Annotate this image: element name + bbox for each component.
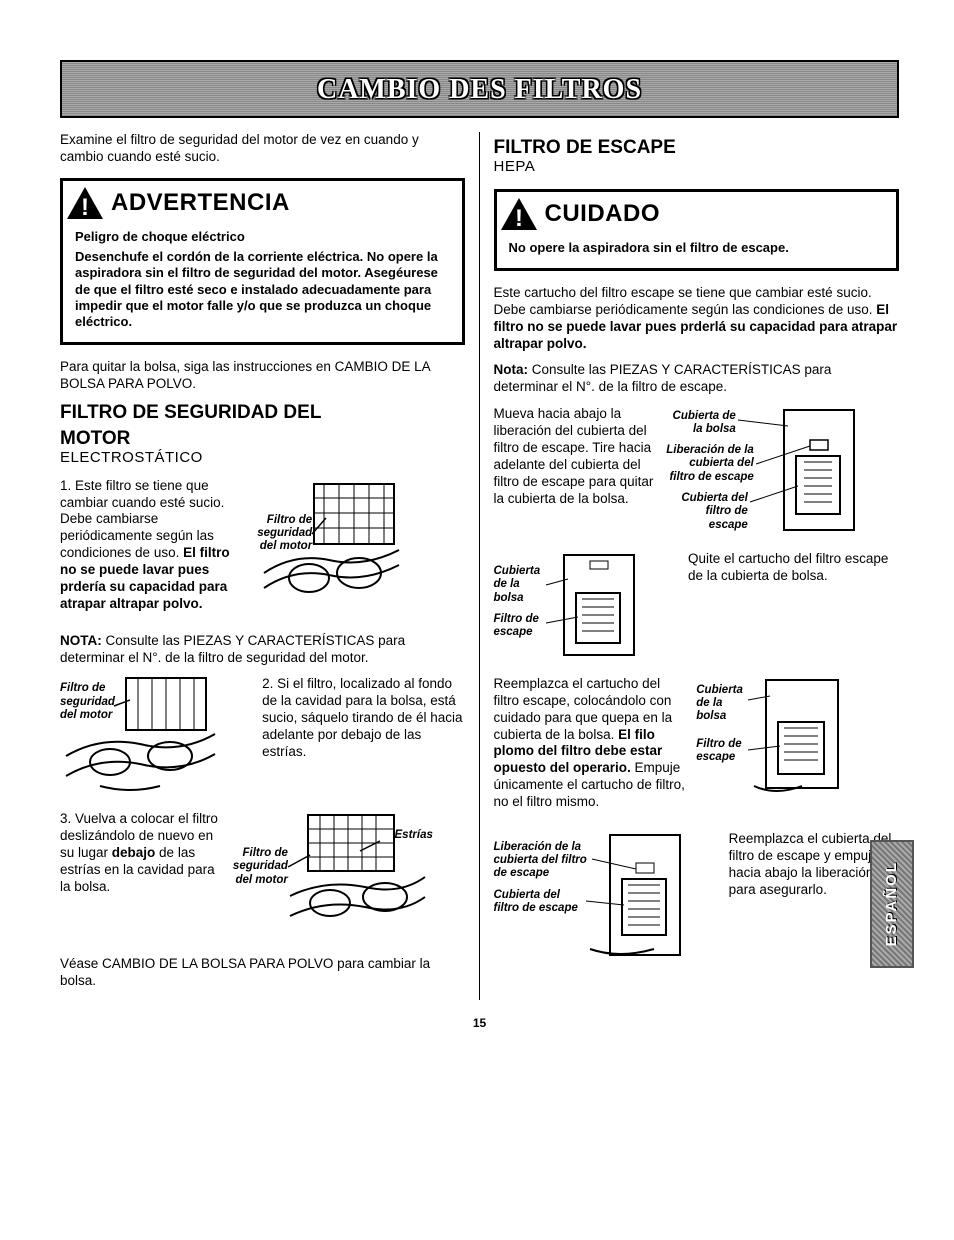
svg-text:!: ! <box>515 205 523 232</box>
left-step1: 1. Este filtro se tiene que cambiar cuan… <box>60 478 246 613</box>
r-fig1-c1: Cubierta de la bolsa <box>664 410 736 436</box>
advertencia-title: ADVERTENCIA <box>111 188 290 218</box>
page-banner: CAMBIO DES FILTROS <box>60 60 899 118</box>
r-fig3-c1: Cubierta de la bolsa <box>696 684 746 724</box>
right-row2: Cubierta de la bolsa Filtro de escape Qu… <box>494 551 900 666</box>
right-h3: HEPA <box>494 158 900 177</box>
left-step3: 3. Vuelva a colocar el filtro deslizándo… <box>60 811 222 895</box>
r-fig1-c2: Liberación de la cubierta del filtro de … <box>664 444 754 484</box>
left-step2-row: Filtro de seguridad del motor 2. Si el f… <box>60 676 465 801</box>
left-h3: ELECTROSTÁTICO <box>60 449 465 468</box>
cuidado-title: CUIDADO <box>545 199 661 229</box>
language-tab-label: ESPAÑOL <box>883 861 902 946</box>
fig1-label: Filtro de seguridad del motor <box>252 514 312 554</box>
right-p4: Reemplazca el cartucho del filtro escape… <box>494 676 689 811</box>
left-footer: Véase CAMBIO DE LA BOLSA PARA POLVO para… <box>60 956 465 990</box>
right-p1: Este cartucho del filtro escape se tiene… <box>494 285 900 353</box>
left-step2: 2. Si el filtro, localizado al fondo de … <box>262 676 464 760</box>
fig3-label1: Filtro de seguridad del motor <box>230 847 288 887</box>
right-row1: Mueva hacia abajo la liberación del cubi… <box>494 406 900 541</box>
left-column: Examine el filtro de seguridad del motor… <box>60 132 480 1000</box>
advertencia-subtitle: Peligro de choque eléctrico <box>75 229 452 245</box>
svg-text:!: ! <box>81 194 89 221</box>
language-tab: ESPAÑOL <box>870 840 914 968</box>
r-fig2-c1: Cubierta de la bolsa <box>494 565 544 605</box>
advertencia-body: Desenchufe el cordón de la corriente elé… <box>75 249 452 330</box>
r-fig4-c2: Cubierta del filtro de escape <box>494 889 584 915</box>
r-fig2-c2: Filtro de escape <box>494 613 544 639</box>
right-row3: Reemplazca el cartucho del filtro escape… <box>494 676 900 821</box>
cuidado-box: ! CUIDADO No opere la aspiradora sin el … <box>494 189 900 271</box>
fig2-label: Filtro de seguridad del motor <box>60 682 116 722</box>
left-intro: Examine el filtro de seguridad del motor… <box>60 132 465 166</box>
page-number: 15 <box>60 1016 899 1031</box>
right-row4: Liberación de la cubierta del filtro de … <box>494 831 900 966</box>
r-fig3-c2: Filtro de escape <box>696 738 746 764</box>
warning-triangle-icon: ! <box>65 185 105 221</box>
right-nota: Nota: Consulte las PIEZAS Y CARACTERÍSTI… <box>494 362 900 396</box>
fig3-label2: Estrías <box>395 829 441 842</box>
left-after-warn: Para quitar la bolsa, siga las instrucci… <box>60 359 465 393</box>
right-p2: Mueva hacia abajo la liberación del cubi… <box>494 406 656 507</box>
r-fig1-c3: Cubierta del filtro de escape <box>664 492 748 532</box>
left-nota: NOTA: Consulte las PIEZAS Y CARACTERÍSTI… <box>60 633 465 667</box>
right-column: FILTRO DE ESCAPE HEPA ! CUIDADO No opere… <box>480 132 900 1000</box>
right-h2: FILTRO DE ESCAPE <box>494 138 900 158</box>
advertencia-box: ! ADVERTENCIA Peligro de choque eléctric… <box>60 178 465 346</box>
right-p3: Quite el cartucho del filtro escape de l… <box>688 551 899 585</box>
cuidado-body: No opere la aspiradora sin el filtro de … <box>509 240 887 256</box>
r-fig4-c1: Liberación de la cubierta del filtro de … <box>494 841 590 881</box>
left-step3-row: 3. Vuelva a colocar el filtro deslizándo… <box>60 811 465 946</box>
left-h2-line2: MOTOR <box>60 429 465 449</box>
caution-triangle-icon: ! <box>499 196 539 232</box>
two-column-layout: Examine el filtro de seguridad del motor… <box>60 132 899 1000</box>
left-h2-line1: FILTRO DE SEGURIDAD DEL <box>60 403 465 423</box>
banner-title: CAMBIO DES FILTROS <box>317 72 642 107</box>
left-step1-row: 1. Este filtro se tiene que cambiar cuan… <box>60 478 465 623</box>
